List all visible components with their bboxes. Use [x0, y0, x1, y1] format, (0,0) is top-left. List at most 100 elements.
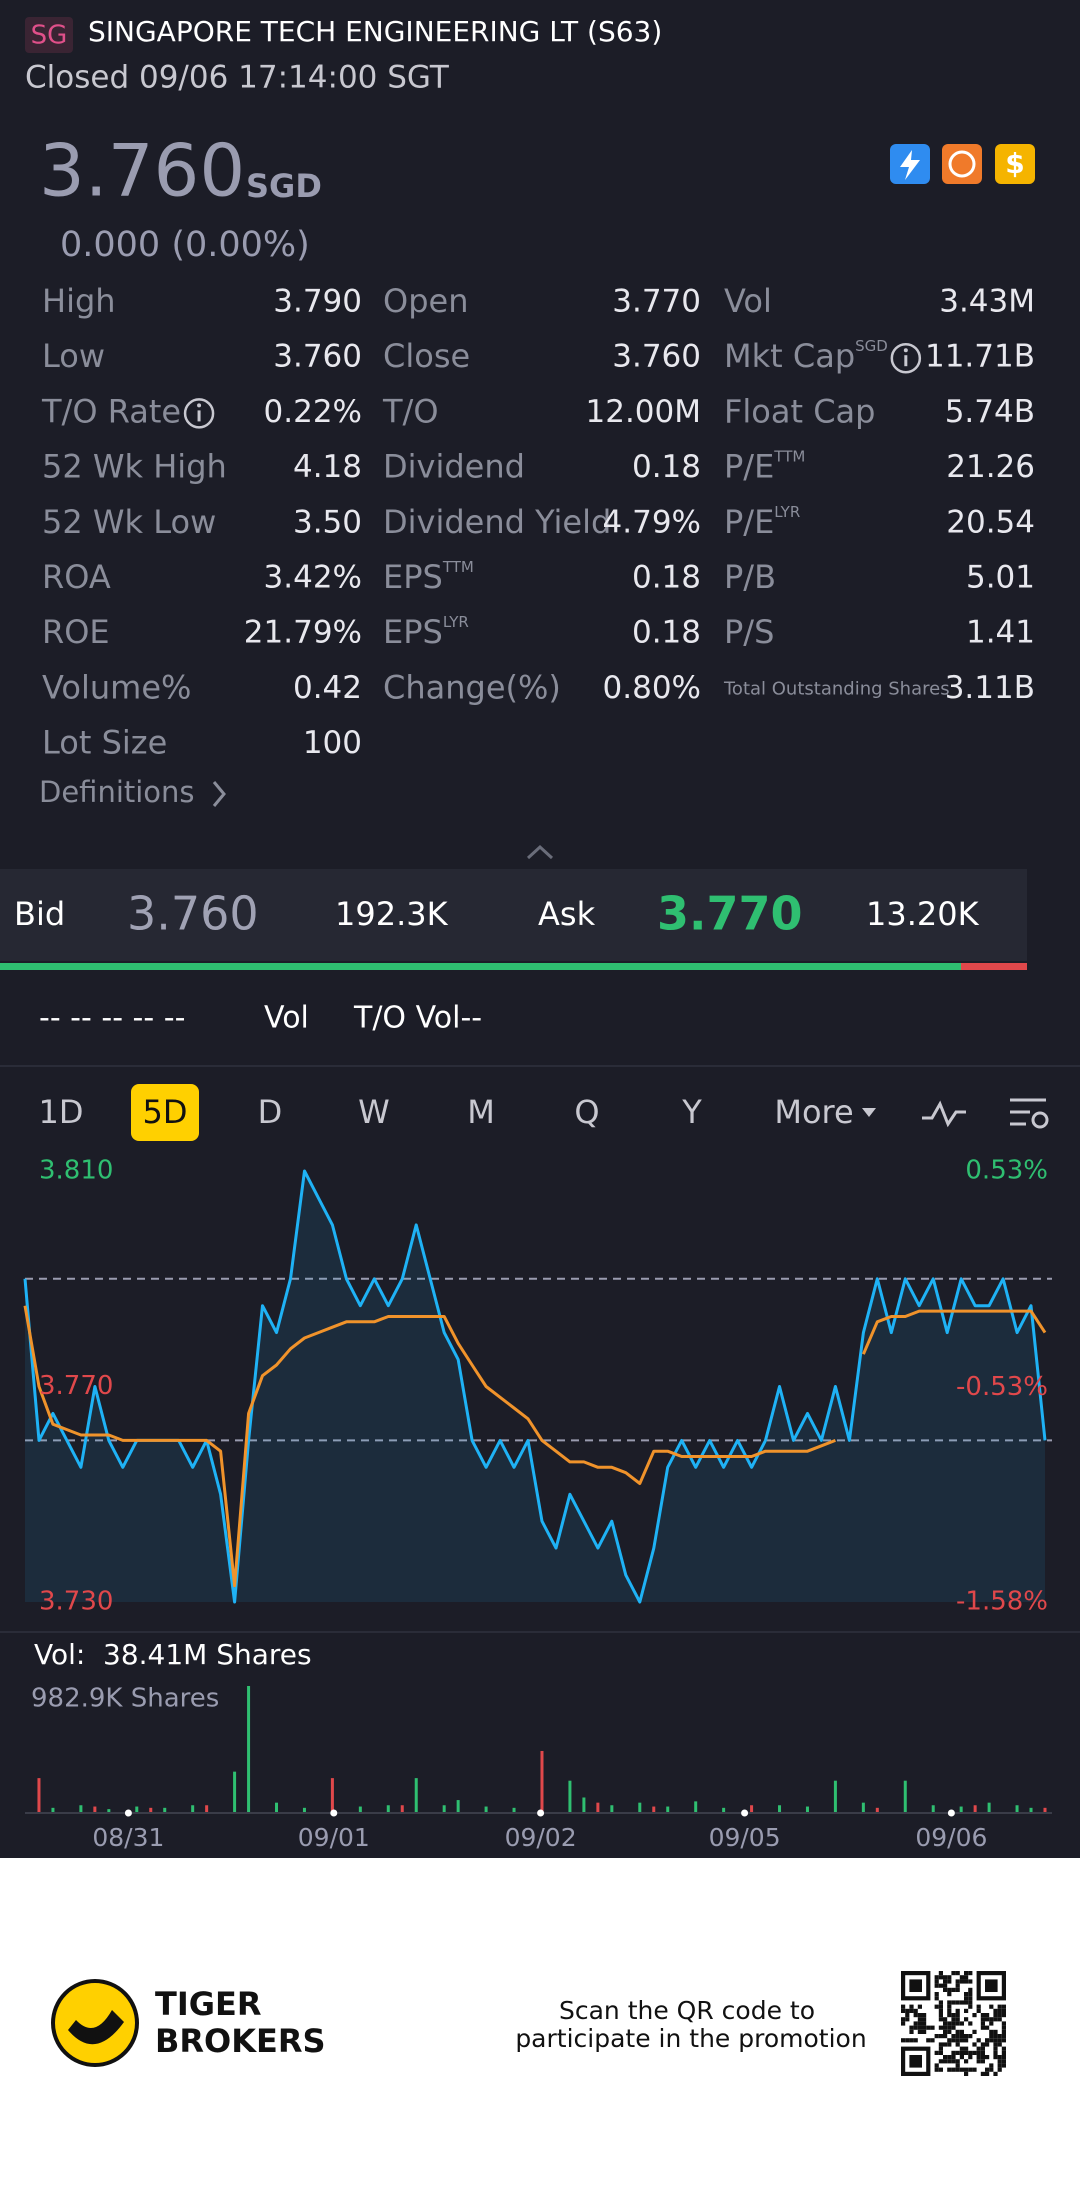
- qr-module: [947, 2004, 952, 2009]
- qr-module: [976, 2038, 981, 2043]
- qr-module: [972, 2013, 977, 2018]
- qr-module: [955, 1971, 960, 1976]
- qr-module: [955, 2034, 960, 2039]
- stat-label-text: T/O: [382, 392, 439, 430]
- stat-label: 52 Wk Low: [42, 503, 216, 541]
- y2-tick-label: 0.53%: [965, 1156, 1048, 1186]
- stats: High 3.790 Open 3.770 Vol 3.43M Low 3.760 Close 3…: [41, 282, 1035, 762]
- qr-module: [922, 2017, 927, 2022]
- qr-module: [972, 2042, 977, 2047]
- qr-module: [980, 2021, 985, 2026]
- qr-module: [959, 2029, 964, 2034]
- stat-label-sup: TTM: [442, 558, 474, 576]
- icon-glyph: [948, 150, 976, 178]
- definitions[interactable]: Definitions: [39, 775, 195, 809]
- stat-value: 21.26: [946, 449, 1035, 485]
- indicator-icon[interactable]: [922, 1100, 966, 1128]
- qr-module: [968, 1971, 973, 1976]
- qr-module: [997, 2042, 1002, 2047]
- qr-module: [989, 2067, 994, 2072]
- qr-module: [955, 2050, 960, 2055]
- qr-module: [964, 2034, 969, 2039]
- volume-bar: [987, 1802, 991, 1813]
- stat-label-text: Total Outstanding Shares: [723, 678, 950, 699]
- promo-line: Scan the QR code to: [559, 1996, 815, 2025]
- collapse-caret[interactable]: [526, 844, 554, 860]
- qr-module: [993, 2042, 998, 2047]
- qr-module: [985, 2042, 990, 2047]
- qr-module: [993, 2055, 998, 2060]
- stat-value: 3.760: [612, 339, 701, 375]
- volume-bar: [149, 1807, 153, 1813]
- stat-label-text: Close: [383, 337, 470, 375]
- period-tab[interactable]: Q: [574, 1093, 599, 1131]
- qr-module: [909, 2038, 914, 2043]
- icon-dollar[interactable]: [995, 144, 1035, 184]
- stat-value: 3.50: [293, 504, 362, 540]
- x-tick-mark: [330, 1809, 338, 1817]
- period-tab[interactable]: Y: [681, 1093, 702, 1131]
- y2-tick-label: -0.53%: [956, 1372, 1048, 1402]
- settings-icon[interactable]: [1010, 1098, 1049, 1129]
- volume-bar: [512, 1807, 516, 1813]
- qr-module: [997, 2055, 1002, 2060]
- qr-module: [964, 2008, 969, 2013]
- status: Closed 09/06 17:14:00 SGT: [25, 60, 450, 96]
- qr-module: [951, 2038, 956, 2043]
- qr-module: [997, 2063, 1002, 2068]
- badge: SG: [31, 21, 68, 51]
- qr-module: [976, 2055, 981, 2060]
- stat-label: Mkt CapSGD: [724, 337, 888, 376]
- period-tab[interactable]: D: [258, 1093, 283, 1131]
- stat-label: High: [42, 282, 116, 320]
- qr-module: [938, 2050, 943, 2055]
- qr-module: [943, 2029, 948, 2034]
- stat-value: 0.18: [632, 560, 701, 596]
- qr-module: [964, 1979, 969, 1984]
- qr-module: [985, 2071, 990, 2076]
- qr-module: [951, 2050, 956, 2055]
- qr-module: [938, 2004, 943, 2009]
- period-tab[interactable]: W: [358, 1093, 390, 1131]
- qr-module: [964, 2071, 969, 2076]
- qr-module: [959, 1979, 964, 1984]
- period-tab[interactable]: M: [467, 1093, 495, 1131]
- icon-glyph: [900, 150, 920, 180]
- icon-options[interactable]: [942, 144, 982, 184]
- period-tab[interactable]: More: [774, 1093, 853, 1131]
- volume-bar: [652, 1806, 656, 1813]
- ask-price: 3.770: [657, 887, 803, 941]
- qr-module: [951, 1971, 956, 1976]
- volume-bar: [1029, 1807, 1033, 1813]
- ask-size: 13.20K: [866, 895, 980, 933]
- stat-value: 3.760: [273, 339, 362, 375]
- qr-module: [955, 2008, 960, 2013]
- y-tick-label: 3.810: [39, 1156, 113, 1186]
- qr-module: [955, 1987, 960, 1992]
- title: SINGAPORE TECH ENGINEERING LT (S63): [88, 15, 662, 48]
- qr-module: [955, 2013, 960, 2018]
- qr-module: [1001, 2038, 1006, 2043]
- stat-label-text: Lot Size: [42, 724, 167, 762]
- qr-module: [980, 2042, 985, 2047]
- stat-value: 3.42%: [264, 560, 362, 596]
- stat-label: Low: [42, 337, 105, 375]
- period-tab[interactable]: 5D: [143, 1093, 188, 1131]
- qr-module: [947, 1992, 952, 1997]
- stat-value: 100: [303, 725, 362, 761]
- period-tab[interactable]: 1D: [39, 1093, 84, 1131]
- qr-module: [976, 2059, 981, 2064]
- qr-module: [989, 2038, 994, 2043]
- stat-label-text: Low: [42, 337, 105, 375]
- volume-bar: [875, 1807, 879, 1813]
- qr-module: [922, 2025, 927, 2030]
- qr-module: [934, 2050, 939, 2055]
- stat-label: EPSTTM: [383, 558, 474, 597]
- x-tick-mark: [947, 1809, 955, 1817]
- qr-module: [993, 2017, 998, 2022]
- stat-value: 0.42: [293, 670, 362, 706]
- qr-module: [968, 1979, 973, 1984]
- qr-module: [959, 2021, 964, 2026]
- qr-module: [947, 2038, 952, 2043]
- qr-module: [997, 2008, 1002, 2013]
